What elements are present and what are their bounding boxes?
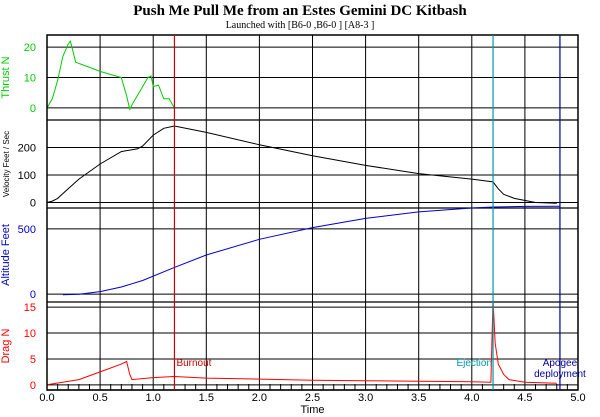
series-line xyxy=(62,205,560,296)
x-tick-label: 3.0 xyxy=(358,392,373,404)
event-label: Apogee deployment xyxy=(534,358,586,380)
x-tick-label: 4.0 xyxy=(464,392,479,404)
y-tick-label: 20 xyxy=(24,42,36,54)
plot-frame xyxy=(46,34,579,391)
chart-subtitle: Launched with [B6-0 ,B6-0 ] [A8-3 ] xyxy=(226,20,375,31)
x-tick-label: 3.5 xyxy=(411,392,426,404)
y-axis-label: Thrust N xyxy=(0,56,12,98)
event-label-line: Apogee xyxy=(543,358,578,369)
y-tick-label: 0 xyxy=(30,380,36,392)
y-tick-label: 0 xyxy=(30,198,36,210)
x-tick-label: 5.0 xyxy=(570,392,585,404)
y-axis-label: Altitude Feet xyxy=(0,224,12,286)
series-line xyxy=(46,299,557,386)
y-tick-label: 0 xyxy=(30,289,36,301)
series-line xyxy=(46,39,175,111)
x-tick-label: 1.0 xyxy=(146,392,161,404)
y-tick-label: 500 xyxy=(18,224,36,236)
chart-title: Push Me Pull Me from an Estes Gemini DC … xyxy=(133,3,467,19)
y-tick-label: 10 xyxy=(24,328,36,340)
event-label-line: Ejection xyxy=(456,358,492,369)
y-axis-label: Drag N xyxy=(0,329,12,364)
event-label: Ejection xyxy=(456,358,492,369)
y-tick-label: 15 xyxy=(24,302,36,314)
series-line xyxy=(46,125,557,204)
event-label-line: Burnout xyxy=(176,358,211,369)
x-tick-label: 0.5 xyxy=(92,392,107,404)
x-tick-label: 4.5 xyxy=(517,392,532,404)
x-tick-label: 2.0 xyxy=(252,392,267,404)
x-tick-label: 1.5 xyxy=(199,392,214,404)
event-label-line: deployment xyxy=(534,369,586,380)
event-label: Burnout xyxy=(176,358,211,369)
y-tick-label: 100 xyxy=(18,170,36,182)
y-axis-label: Velocity Feet / Sec xyxy=(2,131,11,197)
x-tick-label: 2.5 xyxy=(305,392,320,404)
y-tick-label: 200 xyxy=(18,143,36,155)
y-tick-label: 10 xyxy=(24,73,36,85)
y-tick-label: 5 xyxy=(30,354,36,366)
x-tick-label: 0.0 xyxy=(39,392,54,404)
y-tick-label: 0 xyxy=(30,103,36,115)
x-axis-label: Time xyxy=(300,404,324,416)
